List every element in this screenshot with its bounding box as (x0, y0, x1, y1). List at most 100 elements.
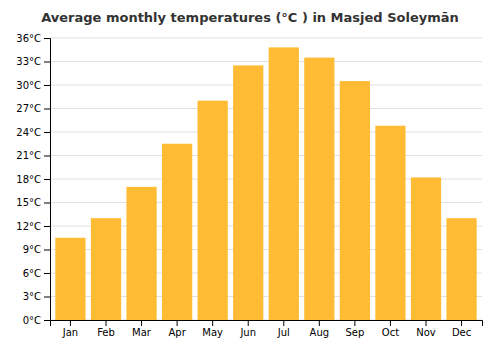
x-tick-label: Dec (452, 327, 471, 338)
plot: 0°C 3°C 6°C 9°C 12°C 15°C 18°C 21°C 24°C 27°C 30°C… (16, 33, 482, 338)
x-tick-label: Feb (97, 327, 115, 338)
y-tick-label: 18°C (16, 174, 41, 185)
y-tick: 36°C (16, 33, 50, 44)
x-tick: Jun (239, 320, 256, 338)
x-tick-label: Nov (416, 327, 436, 338)
x-tick: Oct (382, 320, 399, 338)
y-tick-label: 0°C (23, 315, 41, 326)
tick-mark (248, 320, 249, 326)
x-tick: Apr (168, 320, 186, 338)
tick-mark (44, 132, 50, 133)
x-tick-label: Aug (310, 327, 330, 338)
tick-mark (44, 156, 50, 157)
tick-mark (212, 320, 213, 326)
grid-line (50, 108, 482, 109)
y-tick: 6°C (23, 268, 50, 279)
y-tick-label: 6°C (23, 268, 41, 279)
tick-mark (44, 273, 50, 274)
x-tick-label: Oct (382, 327, 399, 338)
tick-mark (44, 179, 50, 180)
x-tick: Nov (416, 320, 436, 338)
bars (55, 47, 476, 320)
x-tick-label: Sep (345, 327, 364, 338)
x-tick-label: Jul (277, 327, 290, 338)
x-tick: Jul (277, 320, 290, 338)
bar (269, 47, 299, 320)
grid-line (50, 85, 482, 86)
bar (411, 177, 441, 320)
y-tick: 21°C (16, 150, 50, 161)
bar (162, 144, 192, 320)
x-tick-label: May (202, 327, 223, 338)
grid (50, 38, 482, 320)
y-tick: 0°C (23, 315, 50, 326)
y-tick-label: 3°C (23, 291, 41, 302)
bar (55, 238, 85, 320)
x-axis: Jan Feb Mar Apr May Jun Jul Aug Sep Oct Nov Dec (51, 320, 483, 338)
bar (233, 65, 263, 320)
tick-mark (70, 320, 71, 326)
y-tick: 3°C (23, 291, 50, 302)
tick-mark (44, 38, 50, 39)
grid-line (50, 132, 482, 133)
axis-line (44, 39, 51, 321)
y-tick-label: 9°C (23, 244, 41, 255)
grid-line (50, 61, 482, 62)
x-tick: Sep (345, 320, 364, 338)
x-tick: Feb (97, 320, 115, 338)
x-tick: Dec (452, 320, 471, 338)
y-tick: 24°C (16, 127, 50, 138)
tick-mark (461, 320, 462, 326)
tick-mark (44, 250, 50, 251)
y-tick: 18°C (16, 174, 50, 185)
x-tick: Aug (310, 320, 330, 338)
chart: 0°C 3°C 6°C 9°C 12°C 15°C 18°C 21°C 24°C 27°C 30°C… (0, 0, 500, 350)
x-tick-label: Apr (168, 327, 186, 338)
tick-mark (106, 320, 107, 326)
y-tick: 12°C (16, 221, 50, 232)
x-tick-label: Jan (62, 327, 78, 338)
tick-mark (354, 320, 355, 326)
y-tick: 27°C (16, 103, 50, 114)
grid-line (50, 155, 482, 156)
tick-mark (177, 320, 178, 326)
x-tick-label: Mar (132, 327, 152, 338)
y-tick: 9°C (23, 244, 50, 255)
bar (375, 126, 405, 320)
tick-mark (44, 297, 50, 298)
y-tick-label: 24°C (16, 127, 41, 138)
y-tick-label: 33°C (16, 56, 41, 67)
y-tick-label: 21°C (16, 150, 41, 161)
x-tick-label: Jun (239, 327, 256, 338)
tick-mark (390, 320, 391, 326)
y-tick: 15°C (16, 197, 50, 208)
tick-mark (44, 109, 50, 110)
bar (91, 218, 121, 320)
tick-mark (44, 85, 50, 86)
y-tick-label: 36°C (16, 33, 41, 44)
x-tick: Mar (132, 320, 152, 338)
axis-line (51, 321, 483, 327)
tick-mark (141, 320, 142, 326)
y-tick-label: 15°C (16, 197, 41, 208)
y-tick-label: 12°C (16, 221, 41, 232)
tick-mark (319, 320, 320, 326)
bar (340, 81, 370, 320)
tick-mark (44, 320, 50, 321)
y-tick: 33°C (16, 56, 50, 67)
y-tick-label: 30°C (16, 80, 41, 91)
bar (126, 187, 156, 320)
tick-mark (44, 203, 50, 204)
y-tick-label: 27°C (16, 103, 41, 114)
bar (304, 58, 334, 320)
tick-mark (44, 226, 50, 227)
x-tick: May (202, 320, 223, 338)
x-tick: Jan (62, 320, 78, 338)
bar (446, 218, 476, 320)
y-axis: 0°C 3°C 6°C 9°C 12°C 15°C 18°C 21°C 24°C 27°C 30°C… (16, 33, 50, 326)
grid-line (50, 38, 482, 39)
title: Average monthly temperatures (°C ) in Ma… (41, 10, 459, 25)
tick-mark (283, 320, 284, 326)
tick-mark (44, 62, 50, 63)
tick-mark (426, 320, 427, 326)
